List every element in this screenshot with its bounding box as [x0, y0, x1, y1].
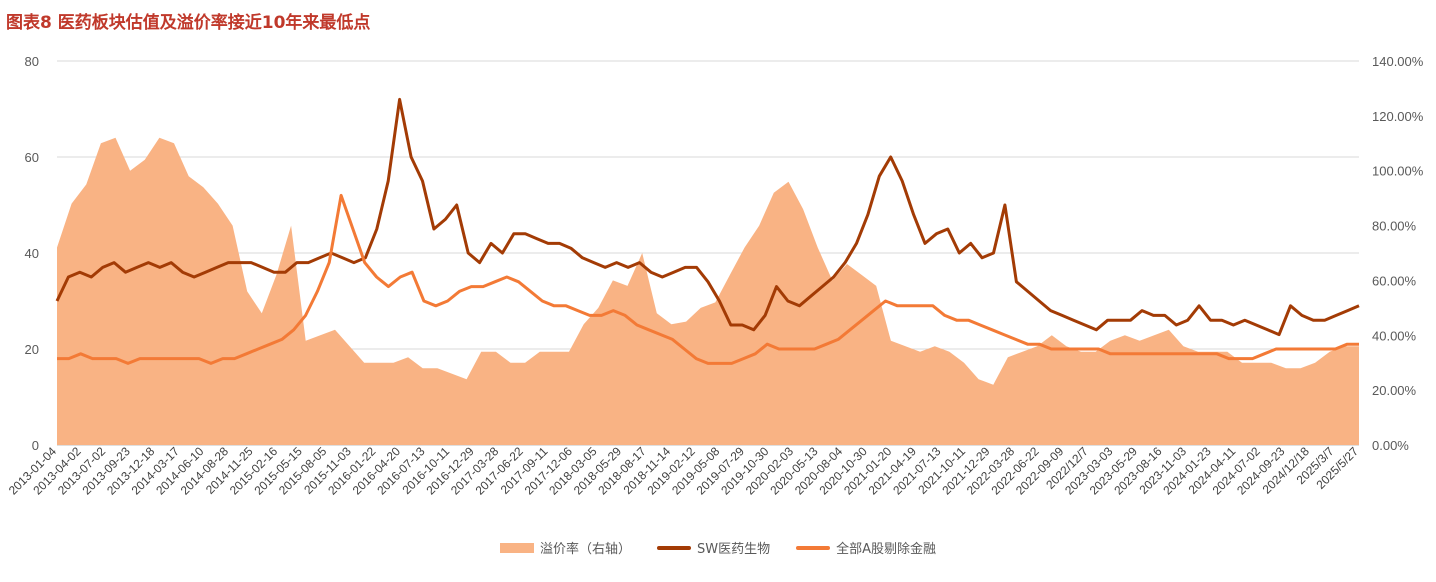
y-left-tick: 60 — [25, 150, 39, 165]
legend-item-allA: 全部A股剔除金融 — [796, 538, 936, 557]
legend-label-premium: 溢价率（右轴） — [539, 542, 631, 557]
legend-swatch-allA — [796, 545, 831, 550]
premium-area-series — [57, 137, 1359, 446]
right-axis-ticks: 0.00% 20.00% 40.00% 60.00% 80.00% 100.00% 120.… — [1372, 54, 1424, 453]
y-right-tick: 80.00% — [1372, 219, 1417, 234]
series-area-premium — [57, 137, 1359, 446]
y-right-tick: 40.00% — [1372, 328, 1417, 343]
legend-swatch-premium — [499, 542, 534, 553]
y-right-tick: 0.00% — [1372, 438, 1409, 453]
legend: 溢价率（右轴） SW医药生物 全部A股剔除金融 — [0, 538, 1436, 557]
legend-label-sw: SW医药生物 — [697, 542, 771, 557]
line-series — [55, 97, 1360, 365]
legend-item-sw: SW医药生物 — [657, 538, 770, 557]
y-left-tick: 20 — [25, 342, 39, 357]
y-right-tick: 120.00% — [1372, 109, 1424, 124]
left-axis-ticks: 0 20 40 60 80 — [25, 54, 39, 453]
x-axis-ticks: 2013-01-042013-04-022013-07-022013-09-23… — [6, 444, 1362, 498]
legend-swatch-sw — [657, 545, 691, 550]
y-right-tick: 100.00% — [1372, 164, 1424, 179]
series-line-2 — [57, 193, 1359, 365]
series-line-1 — [55, 97, 1360, 337]
y-left-tick: 0 — [32, 438, 39, 453]
y-left-tick: 40 — [25, 246, 39, 261]
y-right-tick: 140.00% — [1372, 54, 1424, 69]
legend-item-premium: 溢价率（右轴） — [499, 538, 631, 557]
y-right-tick: 60.00% — [1372, 273, 1417, 288]
chart-title: 图表8 医药板块估值及溢价率接近10年来最低点 — [6, 13, 371, 33]
legend-label-allA: 全部A股剔除金融 — [836, 542, 937, 557]
y-right-tick: 20.00% — [1372, 383, 1417, 398]
y-left-tick: 80 — [25, 54, 39, 69]
